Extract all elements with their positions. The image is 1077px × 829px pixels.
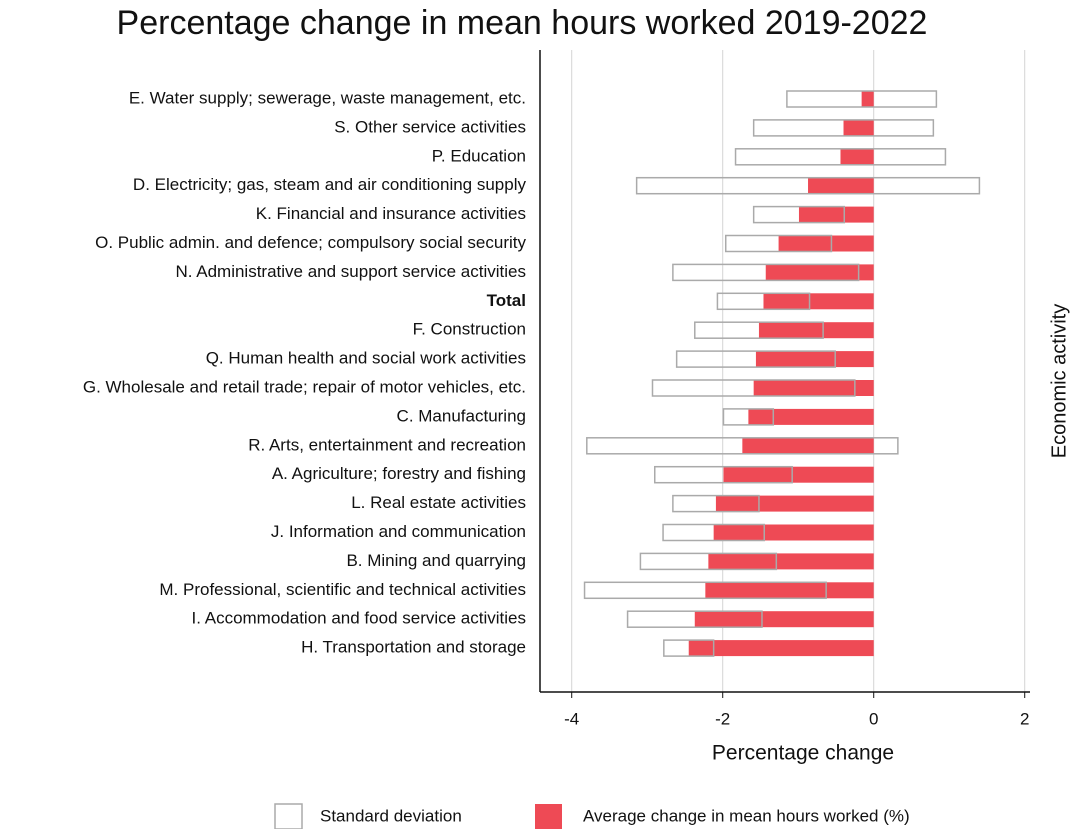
mean-bar bbox=[753, 380, 874, 396]
category-label: Total bbox=[487, 291, 526, 310]
mean-bar bbox=[763, 293, 874, 310]
sd-box bbox=[663, 639, 715, 657]
mean-bar bbox=[861, 91, 874, 107]
legend-label: Standard deviation bbox=[320, 806, 462, 825]
mean-bar bbox=[694, 611, 874, 628]
category-label: O. Public admin. and defence; compulsory… bbox=[95, 233, 526, 252]
sd-box bbox=[662, 523, 765, 542]
category-label: A. Agriculture; forestry and fishing bbox=[272, 464, 526, 483]
x-tick-label: -2 bbox=[715, 709, 730, 728]
category-label: N. Administrative and support service ac… bbox=[175, 262, 526, 281]
x-tick-label: -4 bbox=[564, 709, 579, 728]
sd-box bbox=[654, 465, 793, 484]
category-label: B. Mining and quarrying bbox=[346, 551, 526, 570]
mean-bar bbox=[708, 553, 874, 570]
sd-box bbox=[716, 292, 811, 311]
mean-bar bbox=[843, 119, 874, 136]
sd-box bbox=[724, 234, 833, 253]
sd-box bbox=[722, 408, 775, 426]
category-label: C. Manufacturing bbox=[397, 406, 526, 425]
x-tick-label: 0 bbox=[869, 709, 878, 728]
sd-box bbox=[583, 581, 827, 600]
legend-swatch bbox=[274, 803, 303, 829]
mean-bar bbox=[778, 235, 874, 252]
category-label: K. Financial and insurance activities bbox=[256, 204, 526, 223]
mean-bar bbox=[715, 495, 874, 512]
mean-bar bbox=[798, 206, 874, 223]
sd-box bbox=[626, 610, 763, 628]
mean-bar bbox=[713, 524, 874, 541]
sd-box bbox=[672, 494, 760, 513]
sd-box bbox=[752, 205, 846, 224]
x-tick-label: 2 bbox=[1020, 709, 1029, 728]
category-label: E. Water supply; sewerage, waste managem… bbox=[129, 88, 526, 107]
category-label: L. Real estate activities bbox=[351, 493, 526, 512]
y-axis-label: Economic activity bbox=[1048, 304, 1070, 459]
category-label: H. Transportation and storage bbox=[301, 638, 526, 657]
sd-box bbox=[734, 148, 947, 166]
sd-box bbox=[651, 379, 856, 397]
chart-title: Percentage change in mean hours worked 2… bbox=[117, 4, 928, 42]
sd-box bbox=[672, 263, 860, 282]
mean-bar bbox=[755, 351, 874, 368]
category-label: P. Education bbox=[432, 146, 526, 165]
mean-bar bbox=[742, 437, 874, 454]
mean-bar bbox=[808, 177, 874, 194]
mean-bar bbox=[723, 466, 874, 483]
mean-bar bbox=[688, 640, 874, 657]
category-label: J. Information and communication bbox=[271, 522, 526, 541]
category-label: I. Accommodation and food service activi… bbox=[192, 609, 527, 628]
category-label: Q. Human health and social work activiti… bbox=[206, 349, 526, 368]
sd-box bbox=[635, 176, 981, 195]
category-label: S. Other service activities bbox=[334, 117, 526, 136]
category-label: D. Electricity; gas, steam and air condi… bbox=[133, 175, 527, 194]
category-label: F. Construction bbox=[413, 320, 526, 339]
mean-bar bbox=[705, 582, 874, 599]
legend-swatch bbox=[535, 804, 562, 829]
mean-bar bbox=[840, 148, 874, 165]
sd-box bbox=[752, 119, 935, 137]
mean-bar bbox=[758, 322, 874, 339]
mean-bar bbox=[765, 264, 874, 281]
mean-bar bbox=[748, 408, 874, 425]
sd-box bbox=[586, 437, 899, 455]
category-label: M. Professional, scientific and technica… bbox=[159, 580, 526, 599]
category-label: G. Wholesale and retail trade; repair of… bbox=[83, 377, 526, 396]
sd-box bbox=[675, 350, 836, 368]
sd-box bbox=[786, 90, 938, 108]
x-axis-label: Percentage change bbox=[712, 742, 894, 765]
category-label: R. Arts, entertainment and recreation bbox=[248, 435, 526, 454]
sd-box bbox=[639, 552, 778, 571]
sd-box bbox=[694, 321, 824, 339]
legend-label: Average change in mean hours worked (%) bbox=[583, 806, 910, 825]
